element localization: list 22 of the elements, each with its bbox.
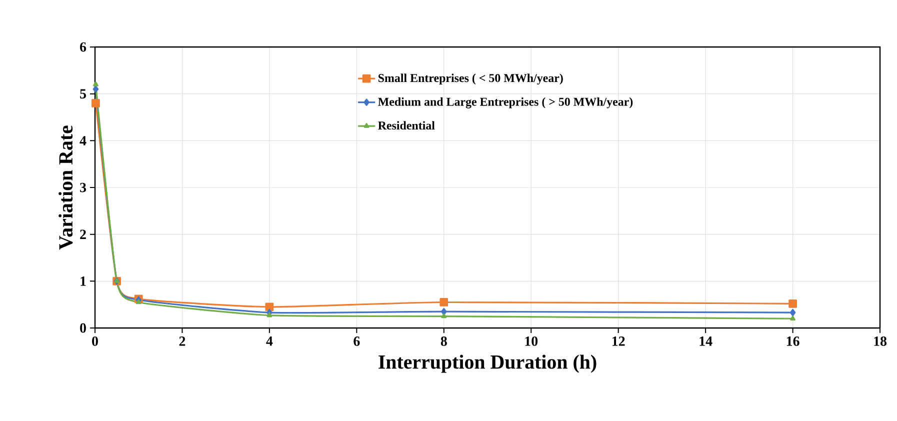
y-axis-title: Variation Rate (58, 126, 73, 250)
x-tick-label: 12 (612, 336, 625, 346)
legend-label: Medium and Large Entreprises ( > 50 MWh/year) (378, 97, 633, 108)
y-tick-label: 3 (80, 182, 86, 192)
x-tick-label: 2 (179, 336, 186, 346)
x-tick-label: 14 (700, 336, 712, 346)
y-tick-label: 2 (80, 230, 86, 239)
x-axis-title: Interruption Duration (h) (378, 354, 596, 373)
legend-label: Small Entreprises ( < 50 MWh/year) (378, 74, 563, 85)
y-tick-label: 4 (80, 136, 86, 146)
y-tick-label: 1 (80, 276, 86, 286)
x-tick-label: 6 (354, 336, 360, 346)
y-tick-label: 0 (80, 323, 86, 333)
x-tick-label: 10 (525, 336, 538, 346)
legend-label: Residential (378, 121, 435, 130)
x-tick-label: 0 (92, 336, 98, 346)
x-tick-label: 4 (266, 336, 273, 346)
y-tick-label: 5 (80, 89, 86, 98)
y-tick-label: 6 (80, 42, 86, 52)
x-tick-label: 16 (786, 336, 800, 346)
x-tick-label: 18 (874, 336, 887, 346)
x-tick-label: 8 (440, 336, 447, 346)
